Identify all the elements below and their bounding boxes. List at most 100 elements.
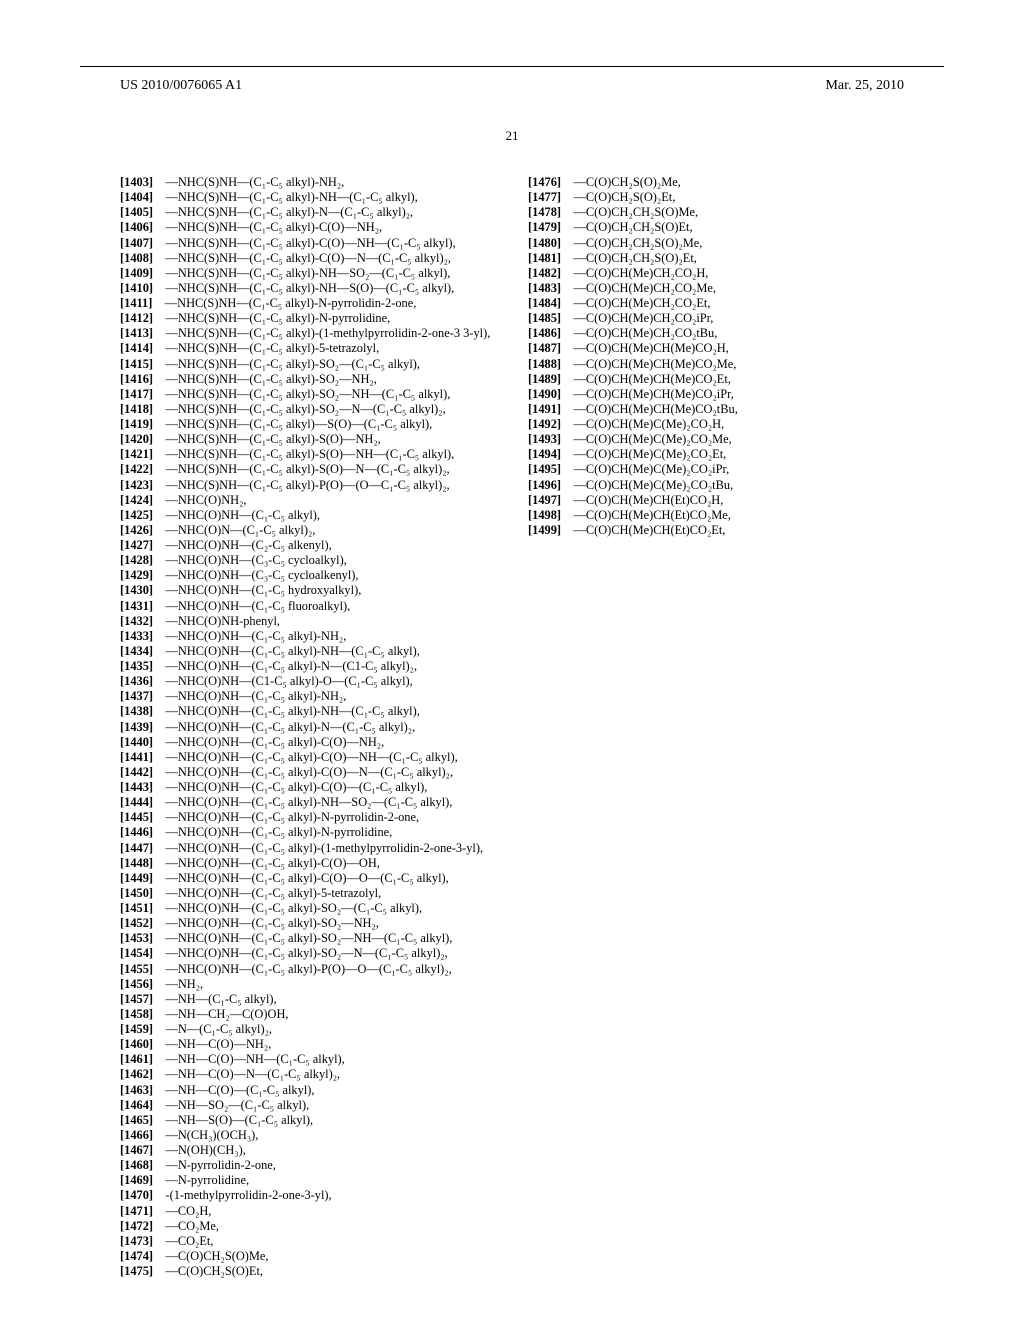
item-number: [1482]	[528, 266, 561, 280]
item-text: —NHC(S)NH—(C₁-C₅ alkyl)-S(O)—NH₂,	[153, 432, 381, 446]
list-item: [1436] —NHC(O)NH—(C1-C₅ alkyl)-O—(C₁-C₅ …	[120, 674, 496, 689]
item-text: —NHC(S)NH—(C₁-C₅ alkyl)-S(O)—NH—(C₁-C₅ a…	[153, 447, 454, 461]
list-item: [1494] —C(O)CH(Me)C(Me)₂CO₂Et,	[528, 447, 904, 462]
item-number: [1432]	[120, 614, 153, 628]
item-text: —NHC(O)NH—(C1-C₅ alkyl)-O—(C₁-C₅ alkyl),	[153, 674, 413, 688]
item-number: [1443]	[120, 780, 153, 794]
item-number: [1435]	[120, 659, 153, 673]
item-number: [1454]	[120, 946, 153, 960]
list-item: [1433] —NHC(O)NH—(C₁-C₅ alkyl)-NH₂,	[120, 629, 496, 644]
item-text: —C(O)CH(Me)CH(Me)CO₂iPr,	[561, 387, 734, 401]
item-text: —NHC(S)NH—(C₁-C₅ alkyl)-SO₂—NH—(C₁-C₅ al…	[153, 387, 450, 401]
item-number: [1448]	[120, 856, 153, 870]
item-text: —C(O)CH₂S(O)₂Et,	[561, 190, 675, 204]
item-text: —NHC(O)NH—(C₁-C₅ alkyl)-NH₂,	[153, 689, 346, 703]
document-id: US 2010/0076065 A1	[120, 78, 242, 94]
item-number: [1483]	[528, 281, 561, 295]
item-number: [1411]	[120, 296, 152, 310]
list-item: [1491] —C(O)CH(Me)CH(Me)CO₂tBu,	[528, 402, 904, 417]
list-item: [1442] —NHC(O)NH—(C₁-C₅ alkyl)-C(O)—N—(C…	[120, 765, 496, 780]
item-text: —NHC(S)NH—(C₁-C₅ alkyl)-NH—(C₁-C₅ alkyl)…	[153, 190, 418, 204]
list-item: [1415] —NHC(S)NH—(C₁-C₅ alkyl)-SO₂—(C₁-C…	[120, 357, 496, 372]
list-item: [1432] —NHC(O)NH-phenyl,	[120, 614, 496, 629]
item-number: [1457]	[120, 992, 153, 1006]
item-text: —NHC(S)NH—(C₁-C₅ alkyl)-SO₂—(C₁-C₅ alkyl…	[153, 357, 420, 371]
list-item: [1438] —NHC(O)NH—(C₁-C₅ alkyl)-NH—(C₁-C₅…	[120, 704, 496, 719]
item-text: —NHC(O)NH—(C₁-C₅ alkyl)-(1-methylpyrroli…	[153, 841, 483, 855]
item-number: [1427]	[120, 538, 153, 552]
item-text: —NHC(O)NH—(C₁-C₅ alkyl)-N—(C1-C₅ alkyl)₂…	[153, 659, 417, 673]
item-number: [1418]	[120, 402, 153, 416]
item-text: —C(O)CH(Me)CH₂CO₂Et,	[561, 296, 710, 310]
body-columns: [1403] —NHC(S)NH—(C₁-C₅ alkyl)-NH₂,[1404…	[120, 175, 904, 1280]
list-item: [1458] —NH—CH₂—C(O)OH,	[120, 1007, 496, 1022]
item-text: —C(O)CH(Me)C(Me)₂CO₂H,	[561, 417, 724, 431]
list-item: [1423] —NHC(S)NH—(C₁-C₅ alkyl)-P(O)—(O—C…	[120, 478, 496, 493]
list-item: [1410] —NHC(S)NH—(C₁-C₅ alkyl)-NH—S(O)—(…	[120, 281, 496, 296]
list-item: [1477] —C(O)CH₂S(O)₂Et,	[528, 190, 904, 205]
item-number: [1490]	[528, 387, 561, 401]
list-item: [1404] —NHC(S)NH—(C₁-C₅ alkyl)-NH—(C₁-C₅…	[120, 190, 496, 205]
list-item: [1448] —NHC(O)NH—(C₁-C₅ alkyl)-C(O)—OH,	[120, 856, 496, 871]
item-number: [1474]	[120, 1249, 153, 1263]
list-item: [1405] —NHC(S)NH—(C₁-C₅ alkyl)-N—(C₁-C₅ …	[120, 205, 496, 220]
item-number: [1452]	[120, 916, 153, 930]
list-item: [1443] —NHC(O)NH—(C₁-C₅ alkyl)-C(O)—(C₁-…	[120, 780, 496, 795]
item-text: —C(O)CH(Me)C(Me)₂CO₂Et,	[561, 447, 726, 461]
item-text: —NHC(S)NH—(C₁-C₅ alkyl)-SO₂—NH₂,	[153, 372, 377, 386]
item-text: —C(O)CH(Me)CH(Me)CO₂tBu,	[561, 402, 738, 416]
item-text: —NH—SO₂—(C₁-C₅ alkyl),	[153, 1098, 309, 1112]
item-number: [1459]	[120, 1022, 153, 1036]
item-number: [1424]	[120, 493, 153, 507]
item-text: —NHC(S)NH—(C₁-C₅ alkyl)-S(O)—N—(C₁-C₅ al…	[153, 462, 450, 476]
list-item: [1489] —C(O)CH(Me)CH(Me)CO₂Et,	[528, 372, 904, 387]
list-item: [1487] —C(O)CH(Me)CH(Me)CO₂H,	[528, 341, 904, 356]
header-rule	[80, 66, 944, 67]
item-text: —C(O)CH(Me)CH(Et)CO₂Et,	[561, 523, 725, 537]
item-text: —NH—C(O)—NH—(C₁-C₅ alkyl),	[153, 1052, 345, 1066]
list-item: [1421] —NHC(S)NH—(C₁-C₅ alkyl)-S(O)—NH—(…	[120, 447, 496, 462]
item-number: [1484]	[528, 296, 561, 310]
item-number: [1458]	[120, 1007, 153, 1021]
list-item: [1411] —NHC(S)NH—(C₁-C₅ alkyl)-N-pyrroli…	[120, 296, 496, 311]
item-number: [1415]	[120, 357, 153, 371]
item-number: [1470]	[120, 1188, 153, 1202]
item-text: —C(O)CH(Me)CH(Me)CO₂Et,	[561, 372, 731, 386]
item-text: —C(O)CH(Me)CH(Me)CO₂Me,	[561, 357, 736, 371]
item-number: [1492]	[528, 417, 561, 431]
item-number: [1464]	[120, 1098, 153, 1112]
list-item: [1427] —NHC(O)NH—(C₂-C₅ alkenyl),	[120, 538, 496, 553]
item-number: [1410]	[120, 281, 153, 295]
list-item: [1416] —NHC(S)NH—(C₁-C₅ alkyl)-SO₂—NH₂,	[120, 372, 496, 387]
item-number: [1462]	[120, 1067, 153, 1081]
list-item: [1431] —NHC(O)NH—(C₁-C₅ fluoroalkyl),	[120, 599, 496, 614]
list-item: [1483] —C(O)CH(Me)CH₂CO₂Me,	[528, 281, 904, 296]
item-text: —NHC(S)NH—(C₁-C₅ alkyl)-N-pyrrolidin-2-o…	[152, 296, 416, 310]
item-number: [1417]	[120, 387, 153, 401]
item-text: —NHC(S)NH—(C₁-C₅ alkyl)-5-tetrazolyl,	[153, 341, 379, 355]
item-text: —NHC(O)NH—(C₁-C₅ alkyl)-C(O)—N—(C₁-C₅ al…	[153, 765, 453, 779]
item-number: [1437]	[120, 689, 153, 703]
list-item: [1468] —N-pyrrolidin-2-one,	[120, 1158, 496, 1173]
list-item: [1493] —C(O)CH(Me)C(Me)₂CO₂Me,	[528, 432, 904, 447]
item-number: [1487]	[528, 341, 561, 355]
list-item: [1425] —NHC(O)NH—(C₁-C₅ alkyl),	[120, 508, 496, 523]
item-text: —NHC(O)NH—(C₁-C₅ alkyl)-N-pyrrolidin-2-o…	[153, 810, 419, 824]
item-number: [1425]	[120, 508, 153, 522]
list-item: [1408] —NHC(S)NH—(C₁-C₅ alkyl)-C(O)—N—(C…	[120, 251, 496, 266]
item-number: [1440]	[120, 735, 153, 749]
item-number: [1408]	[120, 251, 153, 265]
item-number: [1430]	[120, 583, 153, 597]
list-item: [1464] —NH—SO₂—(C₁-C₅ alkyl),	[120, 1098, 496, 1113]
item-text: —NHC(O)NH—(C₁-C₅ alkyl)-N-pyrrolidine,	[153, 825, 392, 839]
item-number: [1479]	[528, 220, 561, 234]
list-item: [1434] —NHC(O)NH—(C₁-C₅ alkyl)-NH—(C₁-C₅…	[120, 644, 496, 659]
item-number: [1442]	[120, 765, 153, 779]
list-item: [1447] —NHC(O)NH—(C₁-C₅ alkyl)-(1-methyl…	[120, 841, 496, 856]
list-item: [1439] —NHC(O)NH—(C₁-C₅ alkyl)-N—(C₁-C₅ …	[120, 720, 496, 735]
item-number: [1444]	[120, 795, 153, 809]
item-number: [1469]	[120, 1173, 153, 1187]
list-item: [1476] —C(O)CH₂S(O)₂Me,	[528, 175, 904, 190]
item-number: [1453]	[120, 931, 153, 945]
item-number: [1406]	[120, 220, 153, 234]
